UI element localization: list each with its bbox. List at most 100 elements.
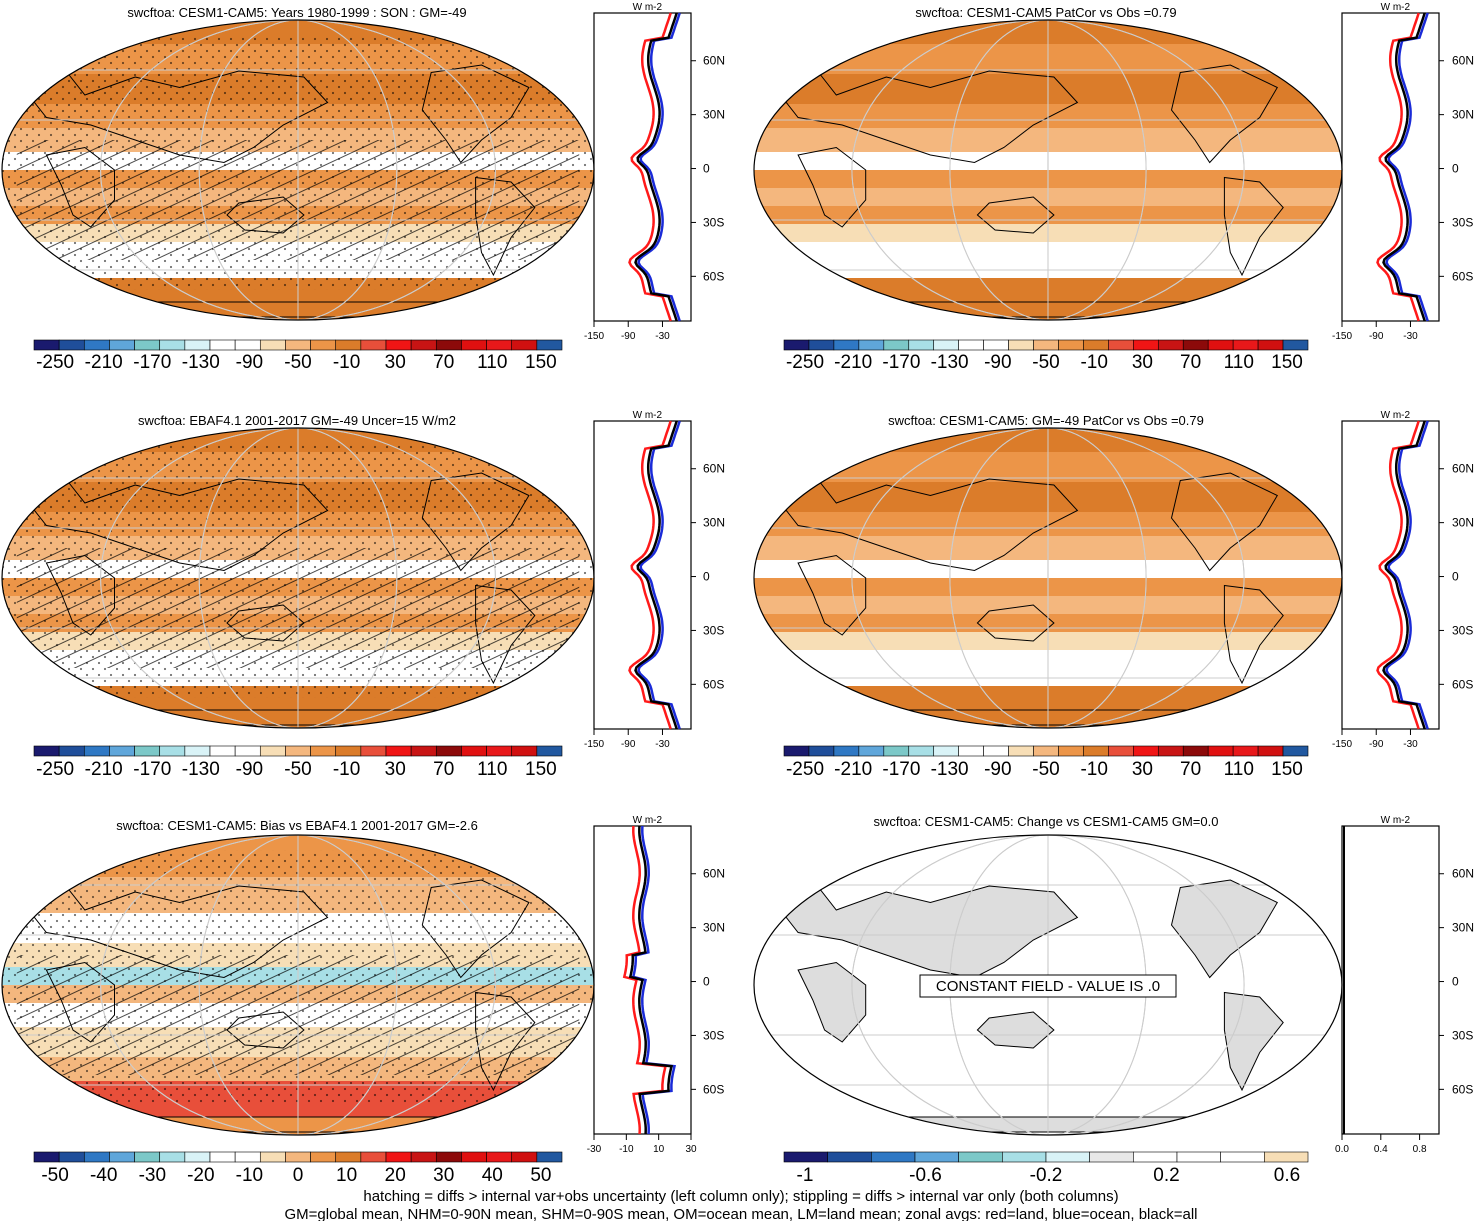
zonal-line-land: [628, 420, 672, 730]
colorbar-label: -50: [284, 759, 311, 780]
zonal-line-ocean: [637, 420, 681, 730]
meridian: [100, 20, 496, 320]
colorbar-label: -50: [1032, 759, 1059, 780]
meridian: [100, 835, 496, 1135]
colorbar-swatch: [858, 339, 885, 351]
zonal-lat-label: 30S: [703, 1028, 724, 1042]
panel-title: swcftoa: CESM1-CAM5: GM=-49 PatCor vs Ob…: [888, 413, 1204, 428]
colorbar-swatch: [1058, 339, 1084, 351]
colorbar-swatch: [1133, 1151, 1178, 1163]
panel-title: swcftoa: CESM1-CAM5: Bias vs EBAF4.1 200…: [116, 818, 478, 833]
colorbar-swatch: [1108, 745, 1134, 757]
zonal-lat-label: 0: [703, 975, 710, 989]
zonal-xtick-label: 10: [653, 1144, 665, 1155]
zonal-units: W m-2: [633, 2, 663, 13]
zonal-xtick-label: -90: [1369, 739, 1384, 750]
zonal-lat-label: 60N: [1452, 867, 1474, 881]
colorbar-label: 40: [482, 1165, 503, 1186]
zonal-lat-label: 30S: [1452, 215, 1473, 229]
panel-5: swcftoa: CESM1-CAM5: Bias vs EBAF4.1 200…: [1, 815, 725, 1186]
zonal-lat-label: 60S: [703, 677, 724, 691]
zonal-line-ocean: [1385, 420, 1429, 730]
zonal-lat-label: 30S: [703, 623, 724, 637]
zonal-units: W m-2: [1381, 815, 1411, 826]
colorbar-label: 110: [477, 759, 507, 780]
coastline: [773, 64, 1079, 164]
coastline: [773, 472, 1079, 572]
zonal-line-ocean: [637, 12, 681, 322]
panel-title: swcftoa: CESM1-CAM5 PatCor vs Obs =0.79: [915, 5, 1176, 20]
map-panel-5: [2, 835, 594, 1135]
colorbar-swatch: [259, 745, 286, 757]
colorbar-label: -50: [41, 1165, 68, 1186]
panel-title: swcftoa: EBAF4.1 2001-2017 GM=-49 Uncer=…: [138, 413, 456, 428]
colorbar-swatch: [1182, 745, 1209, 757]
zonal-xtick-label: 30: [685, 1144, 697, 1155]
colorbar-swatch: [83, 339, 110, 351]
coastline: [976, 1011, 1055, 1049]
colorbar-swatch: [285, 339, 311, 351]
colorbar-label: -90: [984, 352, 1011, 373]
colorbar-swatch: [871, 1151, 916, 1163]
colorbar-label: 30: [1132, 352, 1153, 373]
zonal-units: W m-2: [633, 815, 663, 826]
colorbar-swatch: [1008, 745, 1034, 757]
colorbar-label: -210: [85, 352, 123, 373]
colorbar-swatch: [783, 339, 810, 351]
colorbar-swatch: [33, 339, 60, 351]
zonal-xtick-label: -30: [587, 1144, 602, 1155]
colorbar-swatch: [184, 1151, 211, 1163]
zonal-lat-label: 30N: [703, 516, 725, 530]
colorbar-label: 70: [433, 352, 454, 373]
zonal-lat-label: 0: [1452, 570, 1459, 584]
colorbar-swatch: [285, 1151, 311, 1163]
colorbar-swatch: [1157, 745, 1184, 757]
zonal-line-land: [622, 825, 668, 1135]
colorbar-label: 0: [293, 1165, 304, 1186]
zonal-frame: [1341, 825, 1440, 1135]
coastline: [797, 961, 867, 1043]
coastline: [976, 604, 1055, 642]
zonal-lat-label: 60S: [1452, 677, 1473, 691]
colorbar-swatch: [1220, 1151, 1265, 1163]
zonal-line-all: [634, 12, 678, 322]
zonal-lat-label: 60N: [1452, 462, 1474, 476]
colorbar-label: -170: [133, 759, 171, 780]
colorbar-label: -250: [786, 352, 824, 373]
colorbar-label: -250: [36, 759, 74, 780]
colorbar-label: 110: [477, 352, 507, 373]
colorbar-label: 150: [525, 352, 557, 373]
colorbar-swatch: [486, 745, 513, 757]
colorbar-swatch: [1264, 1151, 1309, 1163]
zonal-line-ocean: [631, 825, 677, 1135]
colorbar-swatch: [536, 1151, 563, 1163]
zonal-xtick-label: 0.4: [1374, 1144, 1388, 1155]
zonal-xtick-label: 0.0: [1335, 1144, 1349, 1155]
colorbar-swatch: [1002, 1151, 1047, 1163]
zonal-line-all: [634, 420, 678, 730]
meridian: [198, 20, 398, 320]
colorbar-label: 0.6: [1274, 1165, 1300, 1186]
colorbar-swatch: [360, 745, 387, 757]
colorbar-swatch: [958, 1151, 1003, 1163]
panel-3: swcftoa: EBAF4.1 2001-2017 GM=-49 Uncer=…: [1, 410, 725, 780]
colorbar-swatch: [184, 745, 211, 757]
colorbar-swatch: [983, 745, 1009, 757]
zonal-lat-label: 60S: [703, 269, 724, 283]
colorbar-label: -130: [931, 352, 969, 373]
panel-2: swcftoa: CESM1-CAM5 PatCor vs Obs =0.79 -…: [753, 2, 1474, 373]
colorbar-swatch: [410, 745, 437, 757]
zonal-xtick-label: 0.8: [1413, 1144, 1427, 1155]
colorbar-swatch: [958, 745, 984, 757]
zonal-frame: [593, 825, 692, 1135]
colorbar-swatch: [209, 339, 236, 351]
colorbar-label: -20: [187, 1165, 214, 1186]
zonal-line-all: [1382, 12, 1426, 322]
zonal-frame: [593, 12, 692, 322]
zonal-lat-label: 30N: [1452, 921, 1474, 935]
colorbar-label: -250: [36, 352, 74, 373]
colorbar-swatch: [833, 745, 860, 757]
footer-line-2: GM=global mean, NHM=0-90N mean, SHM=0-90…: [284, 1206, 1197, 1221]
colorbar-label: 70: [1180, 352, 1201, 373]
colorbar-label: -90: [236, 352, 263, 373]
